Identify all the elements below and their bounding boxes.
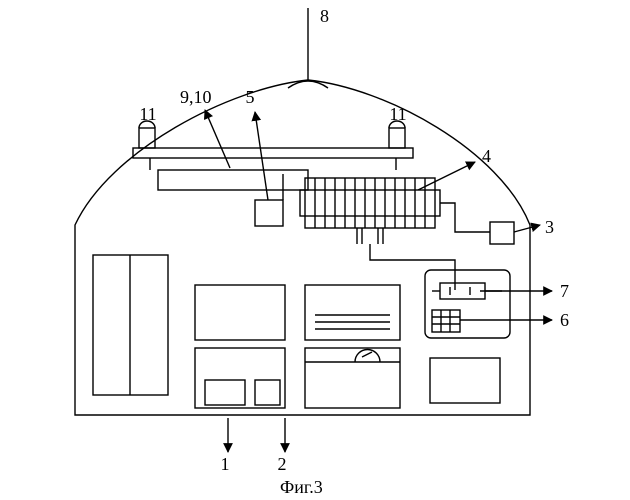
label-11a: 11 [139,104,156,124]
label-8: 8 [320,6,329,26]
label-1: 1 [221,454,230,474]
label-7: 7 [560,281,569,301]
label-2: 2 [278,454,287,474]
label-4: 4 [482,146,491,166]
figure-diagram: 1 2 3 4 5 6 7 8 9,10 11 11 Фиг.3 [0,0,630,500]
figure-caption: Фиг.3 [280,477,323,497]
label-3: 3 [545,217,554,237]
label-11b: 11 [389,104,406,124]
label-9-10: 9,10 [180,87,212,107]
label-6: 6 [560,310,569,330]
label-5: 5 [246,87,255,107]
